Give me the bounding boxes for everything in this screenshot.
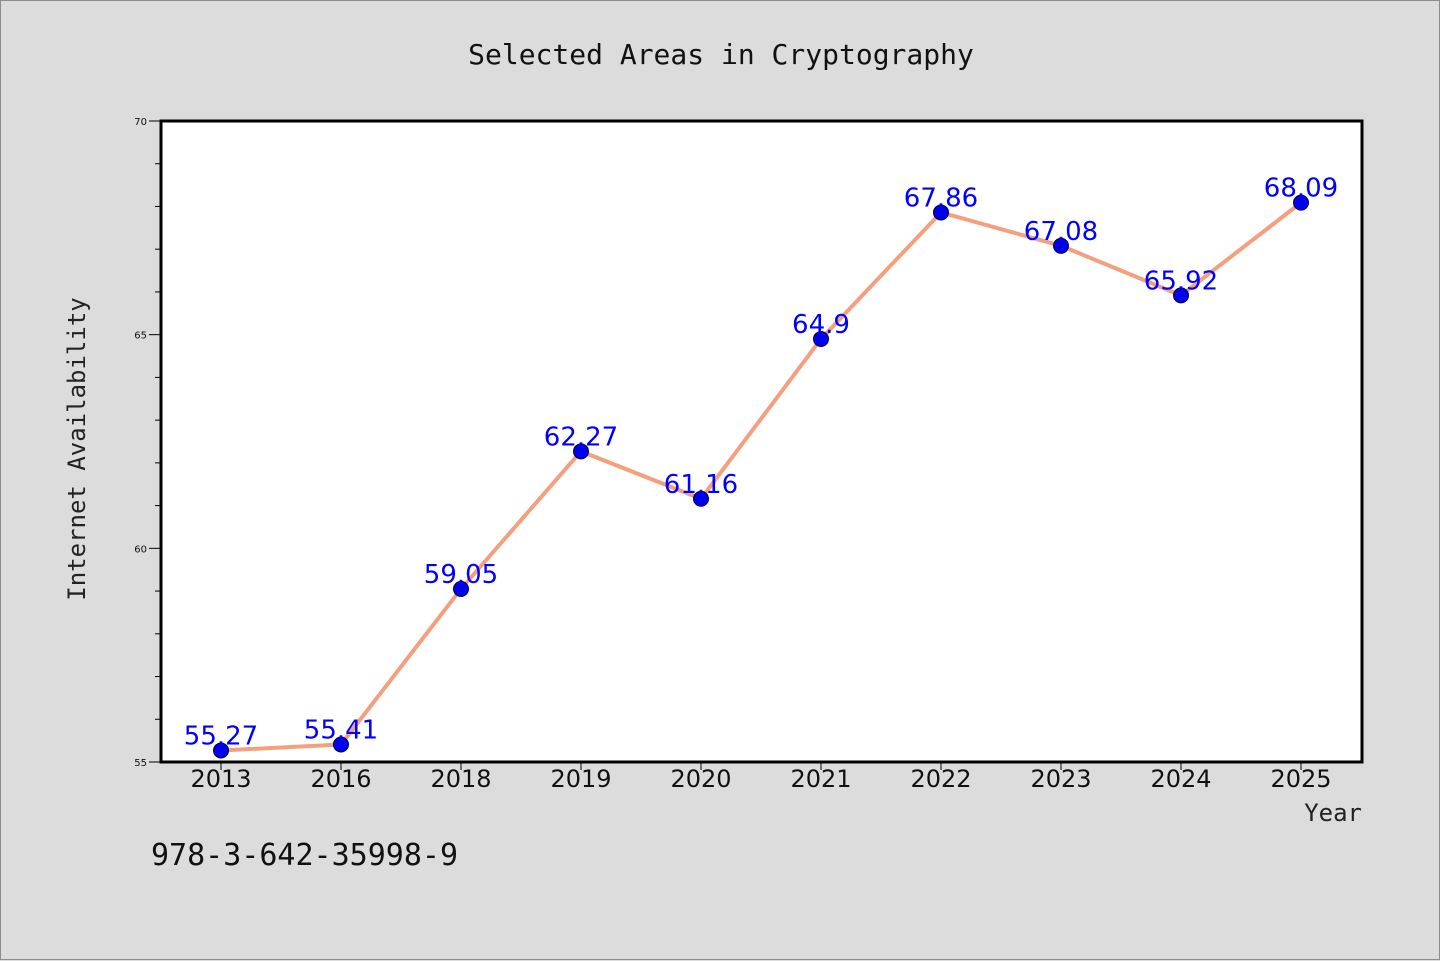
data-label: 64.9 (792, 310, 850, 340)
data-point (1173, 287, 1189, 304)
x-tick-label: 2021 (790, 765, 851, 793)
data-point (693, 490, 709, 507)
series-line (219, 200, 1303, 753)
series-layer: 55.27 55.41 59.05 62.27 61.16 64.9 67.86 67.08 6… (184, 174, 1338, 759)
data-point (573, 443, 589, 460)
data-point (453, 580, 469, 597)
x-tick-label: 2025 (1270, 765, 1331, 793)
isbn-footer: 978-3-642-35998-9 (151, 838, 458, 873)
x-tick-label: 2023 (1030, 765, 1091, 793)
y-tick-label: 70 (134, 117, 147, 128)
data-label: 67.86 (904, 183, 978, 213)
data-label: 62.27 (544, 422, 618, 452)
x-tick-label: 2022 (910, 765, 971, 793)
x-tick-label: 2016 (310, 765, 371, 793)
data-point (333, 736, 349, 753)
x-tick-label: 2018 (430, 765, 491, 793)
y-axis: 55 60 65 70 (134, 117, 161, 769)
chart-title: Selected Areas in Cryptography (468, 38, 974, 71)
data-point (813, 330, 829, 347)
data-point (933, 204, 949, 221)
y-tick-label: 65 (134, 331, 147, 342)
x-tick-label: 2020 (670, 765, 731, 793)
data-label: 61.16 (664, 470, 738, 500)
x-axis-label: Year (1304, 799, 1362, 827)
data-point (213, 742, 229, 759)
data-point (1293, 194, 1309, 211)
x-tick-label: 2024 (1150, 765, 1211, 793)
plot-area (159, 119, 1364, 764)
data-label: 67.08 (1024, 217, 1098, 247)
y-tick-label: 55 (134, 758, 147, 769)
x-tick-label: 2019 (550, 765, 611, 793)
data-label: 55.27 (184, 721, 258, 751)
data-point (1053, 237, 1069, 254)
data-label: 68.09 (1264, 174, 1338, 204)
y-axis-label: Internet Availability (63, 297, 91, 600)
data-label: 55.41 (304, 715, 378, 745)
x-tick-label: 2013 (190, 765, 251, 793)
data-label: 59.05 (424, 560, 498, 590)
data-label: 65.92 (1144, 266, 1218, 296)
x-axis: 2013 2016 2018 2019 2020 2021 2022 2023 2024 2025 (190, 762, 1332, 793)
y-tick-label: 60 (134, 544, 147, 555)
